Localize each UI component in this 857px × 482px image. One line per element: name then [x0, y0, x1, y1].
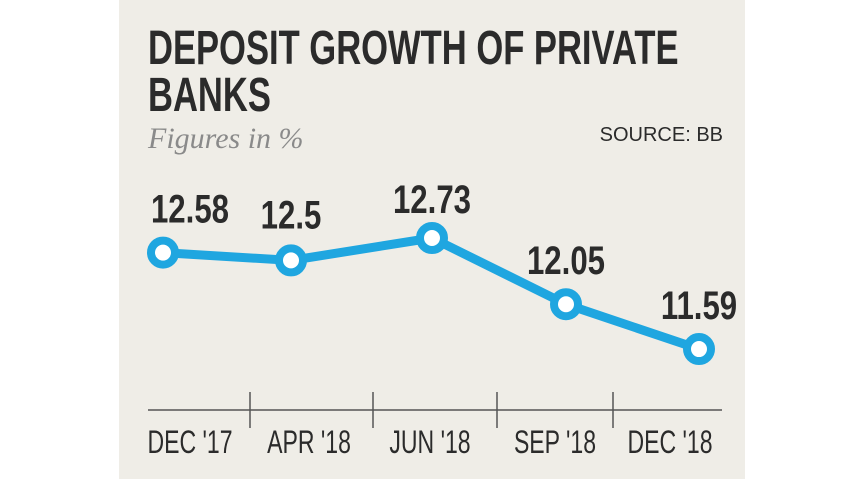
chart-title-line-2: BANKS	[148, 69, 271, 122]
x-tick-label: DEC '17	[147, 424, 232, 460]
data-point	[416, 222, 448, 254]
data-label: 12.5	[261, 193, 322, 238]
x-tick-label: APR '18	[267, 424, 351, 460]
chart-subtitle: Figures in %	[148, 122, 304, 155]
x-tick-label: JUN '18	[389, 424, 470, 460]
data-point	[683, 333, 715, 366]
data-label: 12.58	[151, 187, 229, 232]
data-point	[275, 244, 307, 277]
chart-title-line-1: DEPOSIT GROWTH OF PRIVATE	[148, 22, 679, 75]
data-point	[147, 236, 179, 269]
data-label: 12.73	[393, 177, 471, 222]
series-line	[162, 233, 701, 354]
data-label: 11.59	[661, 283, 737, 328]
data-point	[550, 288, 582, 321]
x-tick-label: DEC '18	[627, 424, 712, 460]
data-label: 12.05	[527, 239, 605, 284]
x-tick-label: SEP '18	[514, 424, 596, 460]
source-note: SOURCE: BB	[599, 124, 723, 146]
